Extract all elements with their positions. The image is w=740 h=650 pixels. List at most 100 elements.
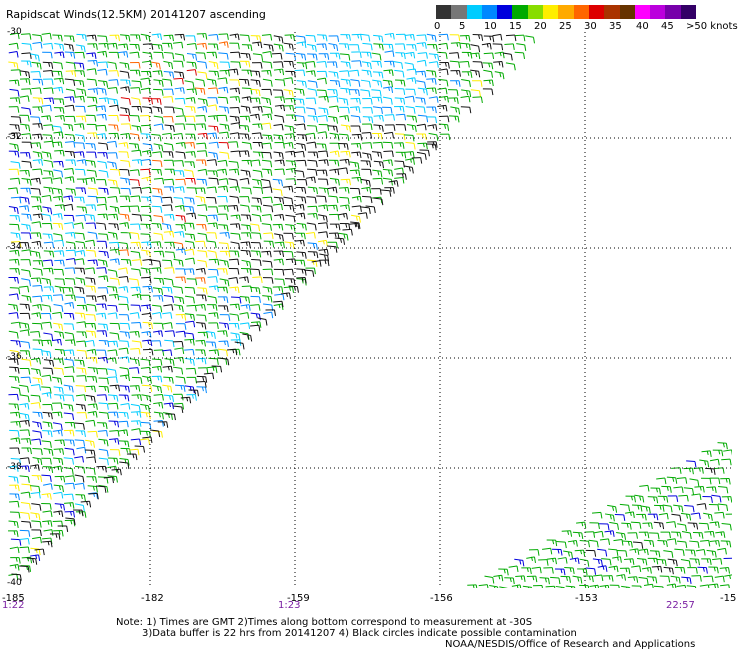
- wind-barb: [657, 495, 669, 503]
- wind-barb: [64, 302, 75, 309]
- wind-barb: [184, 233, 196, 241]
- wind-barb: [350, 79, 361, 87]
- wind-barb: [85, 114, 97, 122]
- wind-barb: [76, 349, 88, 358]
- wind-barb: [184, 161, 196, 168]
- legend-swatch: [558, 5, 574, 19]
- wind-barb: [53, 491, 64, 499]
- wind-barb: [32, 339, 44, 347]
- wind-barb: [197, 168, 208, 176]
- wind-barb: [196, 314, 207, 322]
- wind-barb: [252, 178, 263, 187]
- wind-barb: [151, 98, 162, 105]
- wind-barb: [234, 341, 245, 350]
- wind-barb: [294, 204, 305, 211]
- wind-barb: [577, 568, 588, 576]
- wind-barb: [197, 331, 209, 339]
- wind-barb: [151, 241, 162, 248]
- wind-barb: [98, 250, 109, 259]
- wind-barb: [318, 231, 329, 238]
- wind-barb: [41, 313, 52, 320]
- wind-barb: [521, 567, 532, 574]
- wind-barb: [449, 52, 460, 59]
- wind-barb: [87, 403, 98, 410]
- wind-barb: [8, 106, 20, 113]
- wind-barb: [631, 565, 642, 572]
- wind-barb: [329, 213, 340, 221]
- wind-barb: [85, 330, 97, 338]
- wind-barb: [30, 512, 41, 521]
- wind-barb: [261, 97, 272, 106]
- wind-barb: [511, 584, 522, 588]
- wind-barb: [32, 377, 43, 385]
- wind-barb: [74, 482, 85, 490]
- wind-barb: [305, 34, 317, 42]
- wind-barb: [696, 503, 707, 510]
- wind-barb: [109, 322, 121, 330]
- wind-barb: [153, 394, 164, 401]
- wind-barb: [64, 439, 75, 447]
- wind-barb: [151, 358, 163, 366]
- wind-barb: [185, 367, 197, 375]
- wind-barb: [74, 359, 85, 367]
- wind-barb: [207, 104, 218, 111]
- wind-barb: [64, 96, 75, 103]
- wind-barb: [107, 349, 118, 356]
- wind-barb: [340, 178, 351, 186]
- wind-barb: [32, 123, 43, 130]
- wind-barb: [129, 43, 141, 51]
- wind-barb: [53, 160, 64, 168]
- note-line: Note: 1) Times are GMT 2)Times along bot…: [116, 617, 533, 628]
- wind-barb: [327, 204, 338, 212]
- wind-barb: [108, 114, 120, 122]
- wind-barb: [63, 168, 75, 175]
- wind-barb: [153, 232, 164, 241]
- wind-barb: [118, 43, 129, 51]
- wind-barb: [75, 240, 86, 249]
- wind-barb: [74, 70, 86, 77]
- wind-barb: [492, 43, 504, 51]
- wind-barb: [239, 133, 250, 141]
- wind-barb: [459, 60, 470, 68]
- wind-barb: [195, 267, 206, 275]
- wind-barb: [118, 420, 129, 428]
- wind-barb: [9, 493, 20, 501]
- wind-barb: [219, 314, 231, 321]
- wind-barb: [416, 80, 427, 89]
- wind-barb: [489, 584, 499, 588]
- wind-barb: [211, 365, 223, 373]
- wind-barb: [32, 168, 43, 176]
- wind-barb: [579, 584, 590, 588]
- wind-barb: [274, 293, 285, 301]
- wind-barb: [636, 513, 647, 521]
- wind-barb: [119, 70, 130, 79]
- wind-barb: [250, 286, 261, 295]
- wind-barb: [388, 180, 399, 187]
- wind-barb: [74, 95, 85, 103]
- lat-label: -40: [7, 578, 22, 588]
- wind-barb: [709, 521, 720, 528]
- wind-barb: [173, 77, 184, 85]
- wind-barb: [31, 240, 42, 248]
- wind-barb: [197, 204, 208, 211]
- wind-barb: [30, 142, 42, 149]
- wind-barb: [186, 69, 197, 76]
- wind-barb: [371, 188, 382, 195]
- wind-barb: [130, 195, 141, 202]
- wind-barb: [21, 520, 32, 529]
- wind-barb: [43, 359, 55, 367]
- wind-barb: [317, 239, 328, 247]
- wind-barb: [19, 242, 30, 249]
- wind-barb: [439, 133, 451, 141]
- wind-barb: [165, 413, 176, 421]
- wind-barb: [261, 142, 272, 150]
- wind-barb: [384, 187, 395, 194]
- wind-barb: [616, 550, 628, 557]
- wind-barb: [86, 295, 97, 303]
- wind-barb: [362, 116, 374, 124]
- wind-barb: [164, 241, 175, 249]
- wind-barb: [394, 43, 406, 50]
- wind-barb: [52, 177, 63, 184]
- wind-barb: [152, 195, 163, 203]
- wind-barb: [10, 437, 21, 444]
